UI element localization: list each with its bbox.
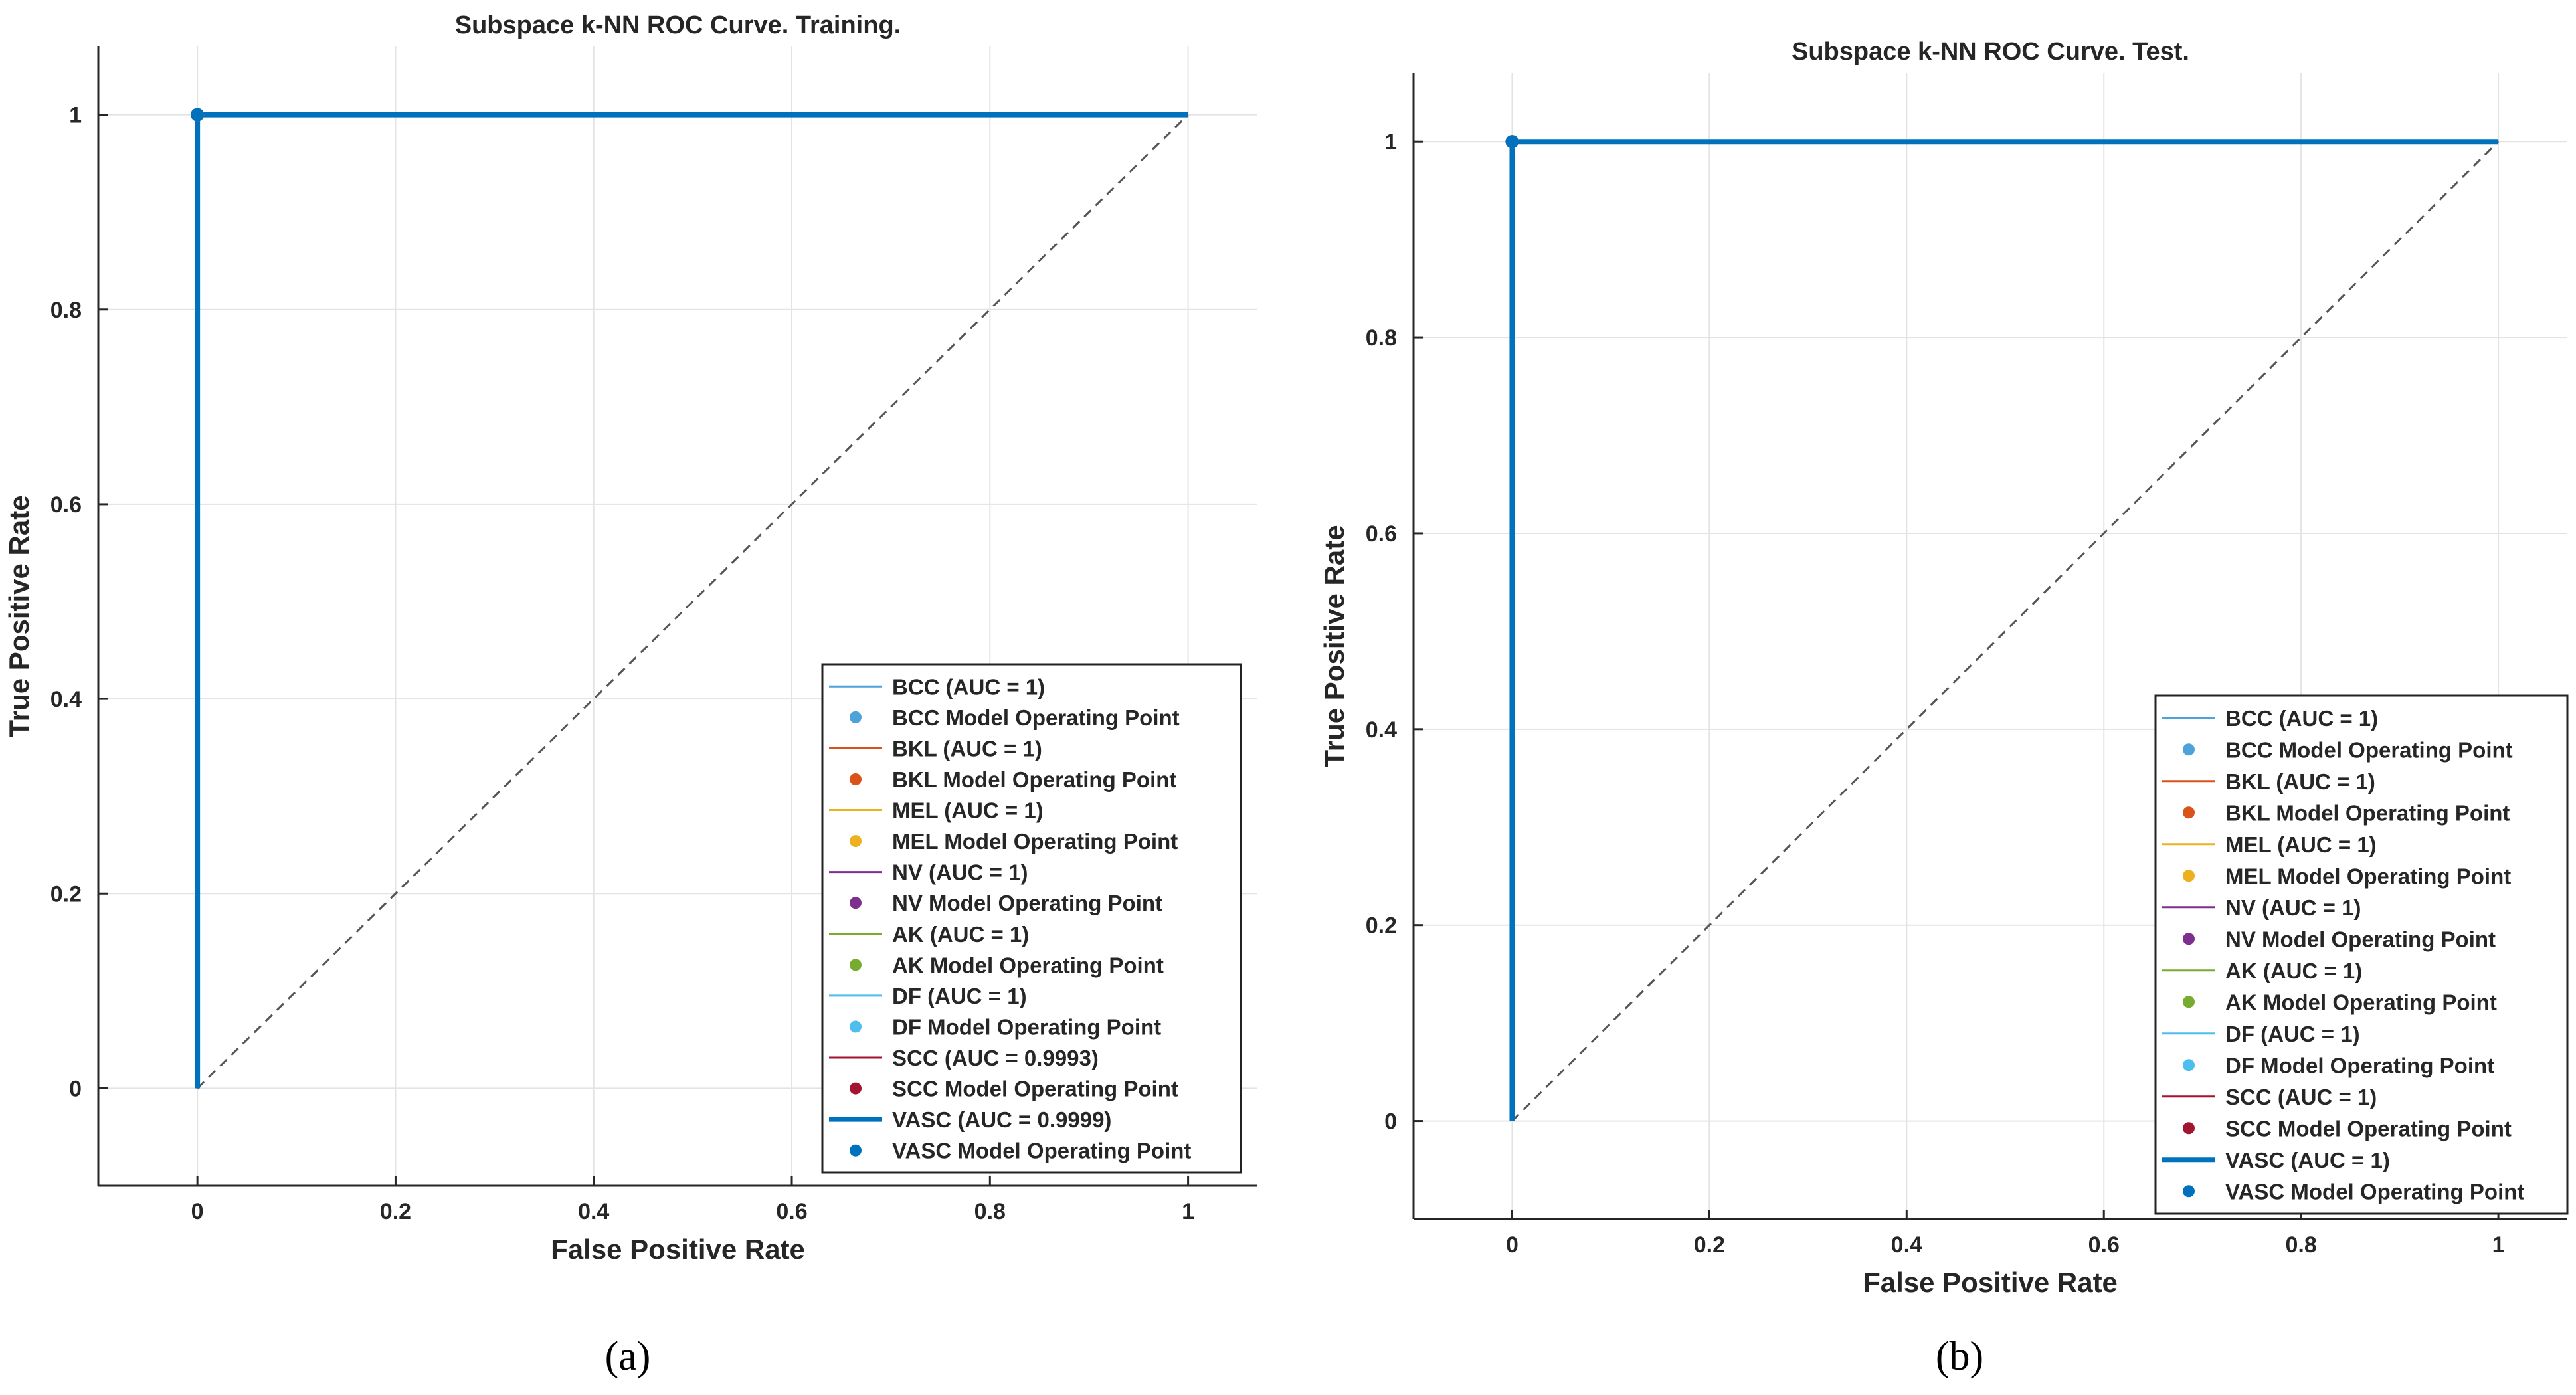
operating-point-vasc <box>1505 135 1519 149</box>
legend-marker-bkl <box>850 773 862 785</box>
y-tick-label: 0.4 <box>50 687 82 712</box>
legend-label-nv: NV (AUC = 1) <box>892 860 1028 885</box>
legend: BCC (AUC = 1) BCC Model Operating Point BK… <box>2154 694 2569 1215</box>
legend-label-ak: AK (AUC = 1) <box>2225 959 2362 983</box>
y-tick-label: 0.8 <box>50 298 82 323</box>
legend-label-mel: MEL (AUC = 1) <box>892 798 1044 823</box>
y-tick-label: 0 <box>1384 1109 1397 1135</box>
legend-box <box>821 663 1242 1174</box>
legend-marker-bcc <box>2183 743 2195 756</box>
legend-point-label-mel: MEL Model Operating Point <box>2225 864 2511 888</box>
legend-label-bkl: BKL (AUC = 1) <box>2225 769 2375 794</box>
legend-marker-mel <box>850 835 862 848</box>
legend-point-label-bkl: BKL Model Operating Point <box>892 767 1176 792</box>
legend-point-label-mel: MEL Model Operating Point <box>892 829 1178 854</box>
legend-point-label-scc: SCC Model Operating Point <box>892 1077 1178 1101</box>
legend-label-vasc: VASC (AUC = 0.9999) <box>892 1107 1111 1132</box>
x-axis-label: False Positive Rate <box>551 1234 805 1265</box>
legend-marker-bcc <box>850 711 862 723</box>
legend-point-label-bcc: BCC Model Operating Point <box>892 705 1180 730</box>
legend-label-bcc: BCC (AUC = 1) <box>892 674 1045 699</box>
legend-point-label-nv: NV Model Operating Point <box>892 891 1162 915</box>
chart-title: Subspace k-NN ROC Curve. Test. <box>1792 38 2189 66</box>
chart-panel-1: 0 0.2 0.4 0.6 0.8 1 0 0.2 0.4 0.6 0.8 1 Subspace k-N… <box>1319 38 2569 1379</box>
legend-marker-df <box>850 1020 862 1033</box>
legend: BCC (AUC = 1) BCC Model Operating Point BK… <box>821 663 1242 1174</box>
legend-box <box>2154 694 2569 1215</box>
x-tick-label: 1 <box>2492 1232 2505 1257</box>
x-tick-label: 0.2 <box>380 1199 411 1224</box>
legend-point-label-vasc: VASC Model Operating Point <box>2225 1179 2524 1204</box>
legend-label-vasc: VASC (AUC = 1) <box>2225 1148 2390 1172</box>
x-tick-label: 0.2 <box>1694 1232 1725 1257</box>
legend-label-bkl: BKL (AUC = 1) <box>892 736 1042 761</box>
legend-label-df: DF (AUC = 1) <box>892 984 1027 1008</box>
legend-point-label-ak: AK Model Operating Point <box>2225 990 2497 1014</box>
x-tick-label: 1 <box>1182 1199 1194 1224</box>
x-tick-label: 0.6 <box>776 1199 807 1224</box>
legend-label-scc: SCC (AUC = 0.9993) <box>892 1046 1099 1070</box>
x-tick-label: 0 <box>191 1199 204 1224</box>
x-axis-label: False Positive Rate <box>1863 1267 2118 1298</box>
chart-panel-0: 0 0.2 0.4 0.6 0.8 1 0 0.2 0.4 0.6 0.8 1 Subspace k-N… <box>3 11 1257 1379</box>
legend-point-label-bkl: BKL Model Operating Point <box>2225 800 2510 825</box>
y-tick-label: 1 <box>1384 130 1397 155</box>
legend-label-df: DF (AUC = 1) <box>2225 1022 2360 1046</box>
diagonal-reference-line <box>197 114 1189 1089</box>
legend-label-ak: AK (AUC = 1) <box>892 922 1029 947</box>
legend-marker-mel <box>2183 870 2195 882</box>
y-tick-label: 0.2 <box>1366 913 1397 939</box>
x-tick-label: 0.4 <box>578 1199 609 1224</box>
legend-label-bcc: BCC (AUC = 1) <box>2225 706 2378 731</box>
y-tick-label: 0.2 <box>50 882 82 907</box>
legend-label-mel: MEL (AUC = 1) <box>2225 832 2377 857</box>
x-tick-label: 0.8 <box>974 1199 1006 1224</box>
y-axis-label: True Positive Rate <box>1319 525 1350 767</box>
panel-caption: (a) <box>605 1334 651 1379</box>
legend-marker-nv <box>850 897 862 909</box>
legend-point-label-bcc: BCC Model Operating Point <box>2225 737 2513 762</box>
y-tick-label: 0.6 <box>50 492 82 517</box>
diagonal-reference-line <box>1511 141 2500 1122</box>
legend-point-label-vasc: VASC Model Operating Point <box>892 1139 1191 1163</box>
y-axis-label: True Positive Rate <box>3 495 35 737</box>
y-tick-label: 0 <box>69 1076 82 1101</box>
y-tick-label: 0.6 <box>1366 521 1397 547</box>
legend-point-label-df: DF Model Operating Point <box>2225 1053 2494 1077</box>
legend-marker-vasc <box>2183 1185 2195 1198</box>
y-tick-label: 0.8 <box>1366 326 1397 351</box>
panel-caption: (b) <box>1936 1334 1983 1379</box>
legend-marker-scc <box>2183 1122 2195 1135</box>
legend-point-label-nv: NV Model Operating Point <box>2225 927 2496 951</box>
x-tick-label: 0.6 <box>2088 1232 2120 1257</box>
legend-marker-df <box>2183 1059 2195 1071</box>
legend-point-label-ak: AK Model Operating Point <box>892 953 1164 977</box>
legend-marker-ak <box>2183 996 2195 1008</box>
y-tick-label: 1 <box>69 103 82 128</box>
legend-marker-bkl <box>2183 806 2195 819</box>
chart-title: Subspace k-NN ROC Curve. Training. <box>455 11 901 39</box>
legend-marker-vasc <box>850 1144 862 1157</box>
operating-point-vasc <box>191 108 205 122</box>
legend-label-nv: NV (AUC = 1) <box>2225 895 2361 920</box>
legend-marker-ak <box>850 959 862 971</box>
x-tick-label: 0.8 <box>2286 1232 2317 1257</box>
legend-point-label-scc: SCC Model Operating Point <box>2225 1116 2512 1141</box>
x-tick-label: 0.4 <box>1891 1232 1922 1257</box>
y-tick-label: 0.4 <box>1366 717 1397 743</box>
legend-marker-nv <box>2183 933 2195 945</box>
legend-marker-scc <box>850 1082 862 1095</box>
legend-point-label-df: DF Model Operating Point <box>892 1014 1161 1039</box>
legend-label-scc: SCC (AUC = 1) <box>2225 1085 2377 1109</box>
x-tick-label: 0 <box>1506 1232 1518 1257</box>
